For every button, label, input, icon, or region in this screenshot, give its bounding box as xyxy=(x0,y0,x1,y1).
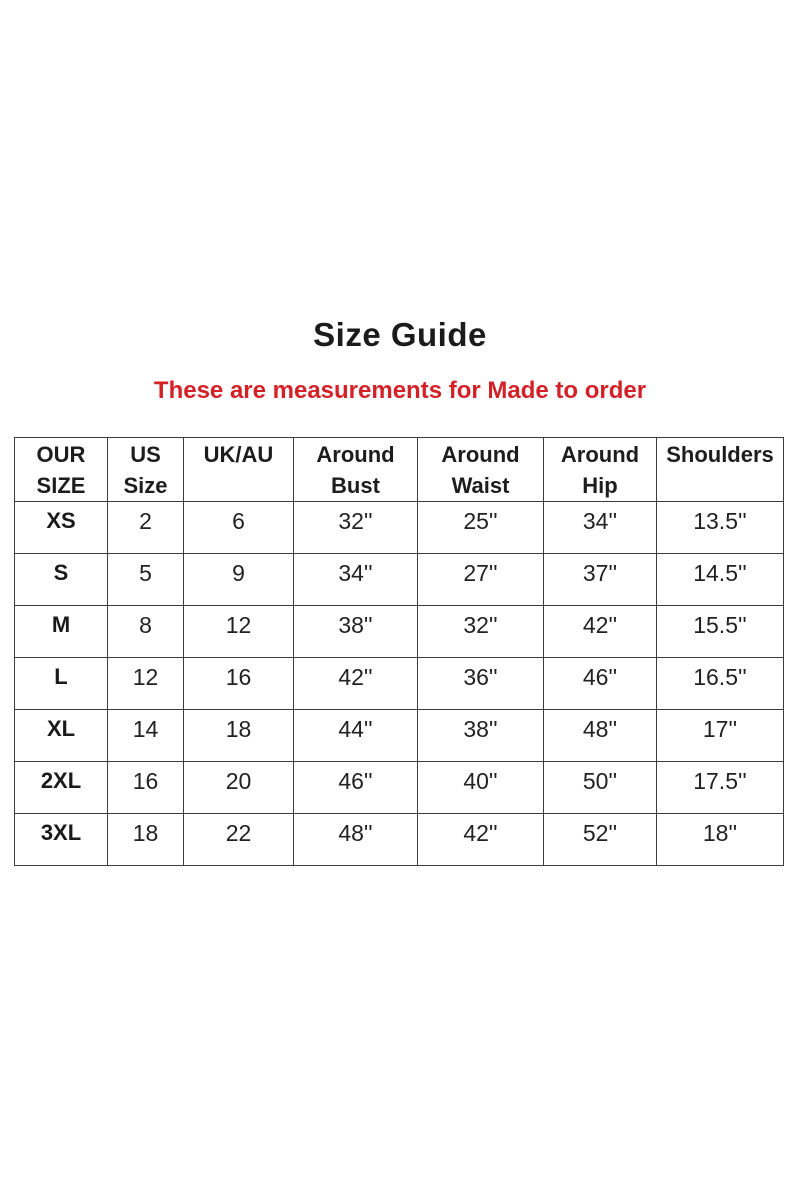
table-cell: 2XL xyxy=(14,761,108,814)
table-cell: 13.5'' xyxy=(656,501,784,554)
page-title: Size Guide xyxy=(313,316,487,353)
table-cell: 50'' xyxy=(543,761,657,814)
header-row: OUR SIZE US Size UK/AU Around Bust Aroun… xyxy=(14,437,784,502)
table-cell: 42'' xyxy=(543,605,657,658)
header-line: Around xyxy=(560,442,640,467)
header-line: Around xyxy=(316,442,395,467)
table-cell: 17.5'' xyxy=(656,761,784,814)
column-header-around-bust: Around Bust xyxy=(293,437,418,502)
table-cell: 27'' xyxy=(417,553,544,606)
table-cell: 40'' xyxy=(417,761,544,814)
column-header-us-size: US Size xyxy=(107,437,184,502)
table-cell: 36'' xyxy=(417,657,544,710)
header-line: Hip xyxy=(582,473,618,498)
header-line: UK/AU xyxy=(203,442,274,467)
table-cell: 34'' xyxy=(543,501,657,554)
table-cell: 48'' xyxy=(293,813,418,866)
table-cell: 16.5'' xyxy=(656,657,784,710)
table-cell: 18'' xyxy=(656,813,784,866)
table-cell: S xyxy=(14,553,108,606)
table-cell: 34'' xyxy=(293,553,418,606)
table-cell: 38'' xyxy=(417,709,544,762)
table-cell: 14 xyxy=(107,709,184,762)
table-cell: 37'' xyxy=(543,553,657,606)
table-cell: L xyxy=(14,657,108,710)
table-cell: 18 xyxy=(183,709,294,762)
header-line: Waist xyxy=(451,473,510,498)
header-line: OUR xyxy=(36,442,86,467)
column-header-uk-au: UK/AU xyxy=(183,437,294,502)
table-cell: 2 xyxy=(107,501,184,554)
table-cell: 46'' xyxy=(293,761,418,814)
header-line: Size xyxy=(123,473,168,498)
column-header-around-waist: Around Waist xyxy=(417,437,544,502)
column-header-around-hip: Around Hip xyxy=(543,437,657,502)
made-to-order-note: These are measurements for Made to order xyxy=(153,377,647,404)
table-cell: XL xyxy=(14,709,108,762)
header-line: US xyxy=(130,442,161,467)
table-cell: 20 xyxy=(183,761,294,814)
table-cell: 6 xyxy=(183,501,294,554)
table-cell: 25'' xyxy=(417,501,544,554)
table-cell: 38'' xyxy=(293,605,418,658)
table-cell: 32'' xyxy=(293,501,418,554)
header-line: Bust xyxy=(331,473,380,498)
table-row-s: S 5 9 34'' 27'' 37'' 14.5'' xyxy=(14,553,784,606)
table-cell: 18 xyxy=(107,813,184,866)
size-guide-table: OUR SIZE US Size UK/AU Around Bust Aroun… xyxy=(14,437,784,866)
table-row-l: L 12 16 42'' 36'' 46'' 16.5'' xyxy=(14,657,784,710)
table-cell: 52'' xyxy=(543,813,657,866)
header-line: Shoulders xyxy=(666,442,774,467)
table-cell: 3XL xyxy=(14,813,108,866)
table-cell: 8 xyxy=(107,605,184,658)
table-row-m: M 8 12 38'' 32'' 42'' 15.5'' xyxy=(14,605,784,658)
table-cell: 46'' xyxy=(543,657,657,710)
table-cell: 5 xyxy=(107,553,184,606)
table-row-2xl: 2XL 16 20 46'' 40'' 50'' 17.5'' xyxy=(14,761,784,814)
header-line: Around xyxy=(441,442,520,467)
table-cell: 15.5'' xyxy=(656,605,784,658)
table-row-3xl: 3XL 18 22 48'' 42'' 52'' 18'' xyxy=(14,813,784,866)
table-cell: 17'' xyxy=(656,709,784,762)
column-header-our-size: OUR SIZE xyxy=(14,437,108,502)
table-cell: 44'' xyxy=(293,709,418,762)
table-cell: 16 xyxy=(107,761,184,814)
table-row-xs: XS 2 6 32'' 25'' 34'' 13.5'' xyxy=(14,501,784,554)
table-cell: 42'' xyxy=(417,813,544,866)
table-cell: 12 xyxy=(107,657,184,710)
table-cell: 22 xyxy=(183,813,294,866)
table-cell: 12 xyxy=(183,605,294,658)
table-cell: 16 xyxy=(183,657,294,710)
table-row-xl: XL 14 18 44'' 38'' 48'' 17'' xyxy=(14,709,784,762)
table-cell: 9 xyxy=(183,553,294,606)
header-line: SIZE xyxy=(36,473,86,498)
table-cell: 14.5'' xyxy=(656,553,784,606)
table-cell: 48'' xyxy=(543,709,657,762)
table-cell: 42'' xyxy=(293,657,418,710)
table-cell: 32'' xyxy=(417,605,544,658)
table-cell: M xyxy=(14,605,108,658)
table-cell: XS xyxy=(14,501,108,554)
column-header-shoulders: Shoulders xyxy=(656,437,784,502)
